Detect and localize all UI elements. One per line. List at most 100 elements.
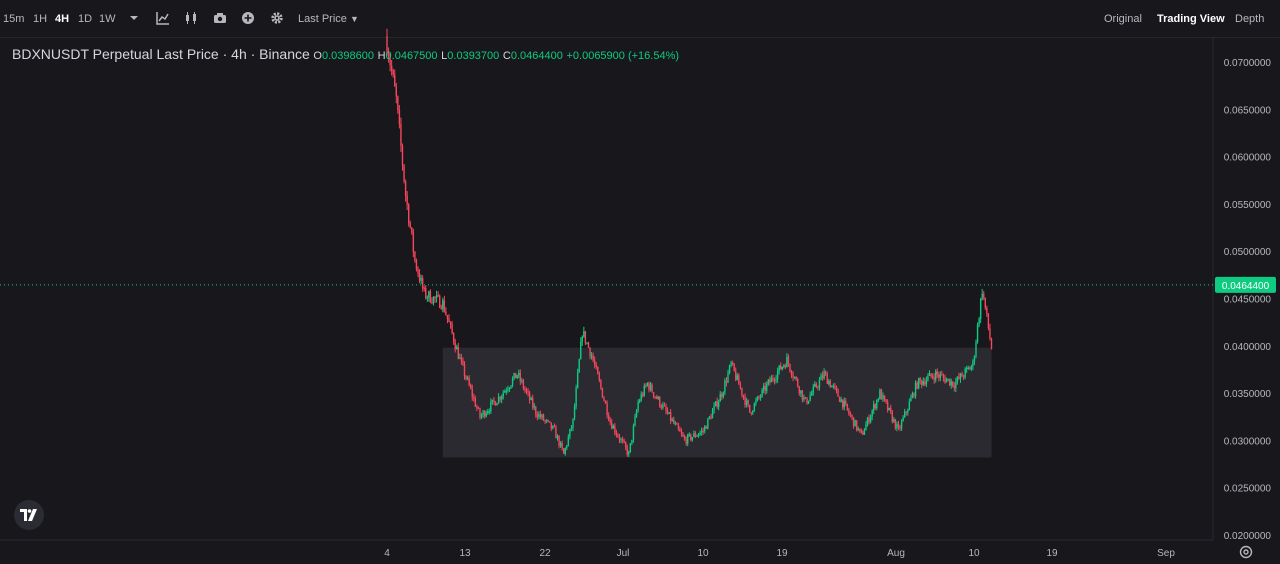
candle-body xyxy=(741,387,743,396)
tradingview-logo[interactable] xyxy=(14,500,44,530)
interval-1h[interactable]: 1H xyxy=(33,13,48,25)
candle-body xyxy=(485,413,487,417)
candle-body xyxy=(702,430,704,432)
candle-body xyxy=(966,367,968,369)
candle-body xyxy=(468,378,470,386)
candle-body xyxy=(640,394,642,401)
candle-body xyxy=(417,269,419,274)
settings-gear-icon[interactable] xyxy=(1238,544,1254,560)
candle-body xyxy=(959,373,962,379)
candle-body xyxy=(415,260,418,270)
candle-body xyxy=(787,356,790,365)
candle-body xyxy=(725,380,728,383)
x-tick-label: 4 xyxy=(384,548,390,559)
candle-body xyxy=(595,365,597,367)
candle-body xyxy=(899,427,901,429)
candle-body xyxy=(437,295,439,297)
high-value: 0.0467500 xyxy=(385,50,438,62)
plus-icon[interactable] xyxy=(241,11,255,25)
candle-body xyxy=(773,379,776,381)
camera-icon[interactable] xyxy=(213,11,227,25)
candle-body xyxy=(611,422,613,429)
candle-body xyxy=(493,399,495,402)
candle-body xyxy=(649,384,652,390)
candle-body xyxy=(645,385,647,387)
candle-body xyxy=(561,442,563,449)
candle-body xyxy=(504,390,506,393)
candle-body xyxy=(635,410,638,417)
candle-body xyxy=(397,96,399,110)
view-original[interactable]: Original xyxy=(1104,13,1142,25)
view-depth[interactable]: Depth xyxy=(1235,13,1265,25)
candle-body xyxy=(629,443,632,453)
candle-body xyxy=(855,420,858,430)
candle-body xyxy=(755,400,757,404)
indicators-icon[interactable] xyxy=(156,11,170,25)
candle-body xyxy=(859,428,861,430)
x-tick-label: 13 xyxy=(459,548,471,559)
candle-body xyxy=(448,318,450,323)
candle-body xyxy=(930,373,932,377)
candle-body xyxy=(888,407,890,411)
candle-body xyxy=(392,70,394,75)
candle-body xyxy=(956,376,959,382)
candle-body xyxy=(911,393,914,398)
candle-body xyxy=(505,390,508,392)
candle-body xyxy=(409,223,411,228)
y-tick-label: 0.0550000 xyxy=(1224,200,1272,211)
y-tick-label: 0.0600000 xyxy=(1224,153,1272,164)
candle-body xyxy=(502,392,504,397)
candle-body xyxy=(818,379,821,388)
candle-body xyxy=(451,324,453,334)
candle-body xyxy=(550,422,552,429)
interval-15m[interactable]: 15m xyxy=(3,13,25,25)
candle-body xyxy=(756,396,759,401)
candle-body xyxy=(958,376,960,379)
candle-body xyxy=(761,389,763,397)
candle-body xyxy=(603,397,605,401)
candle-body xyxy=(539,413,542,418)
candle-body xyxy=(711,410,714,419)
candle-body xyxy=(814,383,816,387)
interval-1d[interactable]: 1D xyxy=(78,13,93,25)
candle-body xyxy=(421,277,424,289)
candle-body xyxy=(607,415,610,421)
candle-body xyxy=(849,413,852,416)
candle-body xyxy=(745,400,748,405)
chart-type-icon[interactable] xyxy=(184,11,198,25)
interval-1w[interactable]: 1W xyxy=(99,13,116,25)
candle-body xyxy=(904,411,906,418)
candle-body xyxy=(879,389,881,400)
price-source-dropdown[interactable]: Last Price ▼ xyxy=(298,11,359,27)
candle-body xyxy=(811,392,813,396)
candle-body xyxy=(654,396,656,398)
candle-body xyxy=(488,411,490,413)
candle-body xyxy=(919,378,921,381)
gear-icon[interactable] xyxy=(270,11,284,25)
candle-body xyxy=(428,291,430,298)
candle-body xyxy=(389,58,391,66)
candle-body xyxy=(750,412,752,414)
candle-body xyxy=(470,385,472,389)
candle-body xyxy=(801,390,804,400)
candle-body xyxy=(612,425,614,429)
chevron-down-icon[interactable] xyxy=(127,11,141,25)
candle-body xyxy=(728,365,731,373)
candle-body xyxy=(770,377,773,383)
candle-body xyxy=(618,436,621,441)
candle-body xyxy=(877,399,880,401)
view-trading-view[interactable]: Trading View xyxy=(1157,13,1225,25)
candle-body xyxy=(570,427,573,429)
candle-body xyxy=(925,380,928,385)
candle-body xyxy=(597,366,599,375)
candle-body xyxy=(446,315,449,319)
interval-4h[interactable]: 4H xyxy=(55,13,70,25)
candle-body xyxy=(387,53,390,59)
candle-body xyxy=(637,402,639,411)
candle-body xyxy=(656,396,658,399)
candle-body xyxy=(900,421,903,429)
candle-body xyxy=(838,396,841,402)
candle-body xyxy=(443,300,446,312)
candle-body xyxy=(408,204,410,224)
